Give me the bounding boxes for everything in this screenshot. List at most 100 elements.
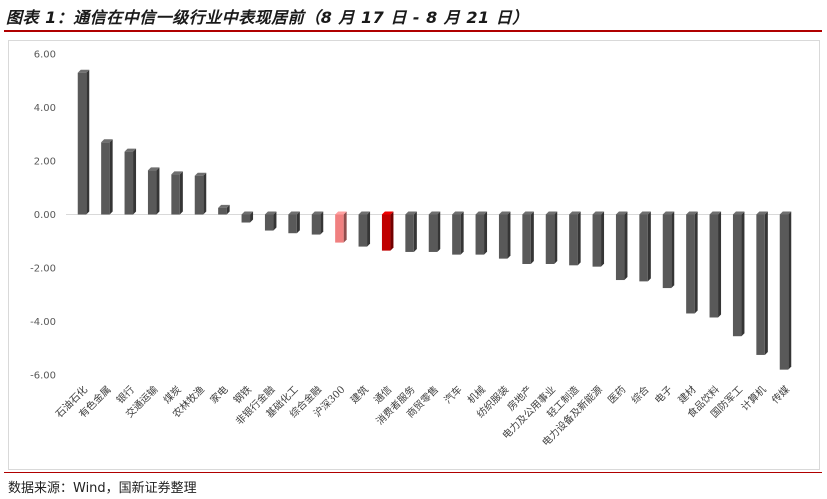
bar: [756, 214, 765, 355]
bar-side: [601, 211, 605, 267]
bar-side: [226, 204, 230, 215]
bar: [545, 214, 555, 264]
bar-top: [545, 211, 558, 215]
bar-side: [367, 211, 371, 247]
source-note: 数据来源：Wind，国新证券整理: [8, 481, 197, 496]
bar-side: [273, 211, 277, 231]
bar-side: [413, 211, 417, 252]
bar: [358, 214, 368, 247]
title-divider: [4, 30, 822, 32]
bar: [639, 214, 648, 282]
bar: [709, 214, 719, 318]
bar-side: [577, 211, 581, 266]
bar-top: [241, 211, 254, 215]
bar-side: [86, 69, 90, 215]
bar-side: [530, 211, 534, 264]
bar-side: [507, 211, 511, 259]
bar: [147, 170, 157, 215]
bar: [428, 214, 438, 252]
bar-top: [171, 171, 183, 175]
x-category-label: 建筑: [348, 383, 371, 406]
bar: [241, 214, 251, 223]
bar-top: [311, 211, 324, 215]
bar: [686, 214, 695, 314]
bar: [335, 214, 344, 243]
bar-side: [647, 211, 651, 282]
bar-side: [484, 211, 488, 255]
bar: [452, 214, 461, 255]
bar-top: [569, 211, 581, 215]
bar: [475, 214, 485, 255]
bar-top: [592, 211, 605, 215]
bar: [732, 214, 742, 337]
bar: [615, 214, 625, 281]
bar: [522, 214, 531, 264]
bar-top: [335, 211, 347, 215]
y-tick-label: 6.00: [34, 50, 56, 61]
source-divider: [4, 472, 822, 473]
bar-top: [756, 211, 768, 215]
bar-side: [296, 211, 300, 234]
bar-top: [428, 211, 441, 215]
bar-top: [732, 211, 745, 215]
bar-side: [624, 211, 628, 281]
bar: [77, 72, 87, 215]
bar-top: [498, 211, 511, 215]
bar-side: [741, 211, 745, 337]
bar: [264, 214, 274, 231]
x-category-label: 家电: [207, 383, 230, 406]
bar-top: [218, 204, 230, 208]
bar-top: [779, 211, 792, 215]
bar-top: [77, 69, 90, 73]
bar: [218, 207, 227, 215]
bar-top: [288, 211, 300, 215]
x-category-label: 传媒: [769, 384, 792, 407]
chart-title: 图表 1：通信在中信一级行业中表现居前（8 月 17 日 - 8 月 21 日）: [6, 8, 529, 27]
bar-side: [554, 211, 558, 264]
x-category-label: 电子: [652, 383, 675, 406]
bar-top: [101, 139, 113, 143]
bar: [405, 214, 414, 252]
bar-side: [718, 211, 722, 318]
bar: [124, 151, 134, 215]
y-tick-label: -6.00: [30, 371, 56, 382]
y-tick-label: 0.00: [34, 210, 56, 221]
bar: [288, 214, 297, 234]
bar: [381, 214, 391, 251]
x-category-label: 综合: [628, 383, 651, 406]
y-tick-label: -4.00: [30, 317, 56, 328]
bar: [194, 175, 204, 215]
bar-top: [405, 211, 417, 215]
bar-top: [124, 148, 137, 152]
y-tick-label: 4.00: [34, 103, 56, 114]
bar: [592, 214, 602, 267]
bar-top: [264, 211, 277, 215]
bar-top: [522, 211, 534, 215]
y-tick-label: -2.00: [30, 264, 56, 275]
bar-top: [381, 211, 394, 215]
bar-side: [764, 211, 768, 355]
bar: [101, 142, 110, 215]
bar-side: [694, 211, 698, 314]
bar: [171, 174, 180, 215]
x-category-label: 医药: [606, 384, 629, 407]
x-category-label: 汽车: [441, 383, 464, 406]
bar-top: [709, 211, 722, 215]
bar-side: [109, 139, 113, 215]
bar-top: [686, 211, 698, 215]
bar-side: [343, 211, 347, 243]
bar-top: [662, 211, 675, 215]
bar: [569, 214, 578, 266]
bar-side: [390, 211, 394, 251]
bar-side: [250, 211, 254, 223]
bar: [311, 214, 321, 235]
bar-side: [179, 171, 183, 215]
bar-top: [639, 211, 651, 215]
bar-top: [452, 211, 464, 215]
bar-top: [475, 211, 488, 215]
bar-side: [671, 211, 675, 289]
bar-side: [788, 211, 792, 370]
bar-side: [320, 211, 324, 235]
bar-top: [194, 172, 207, 176]
